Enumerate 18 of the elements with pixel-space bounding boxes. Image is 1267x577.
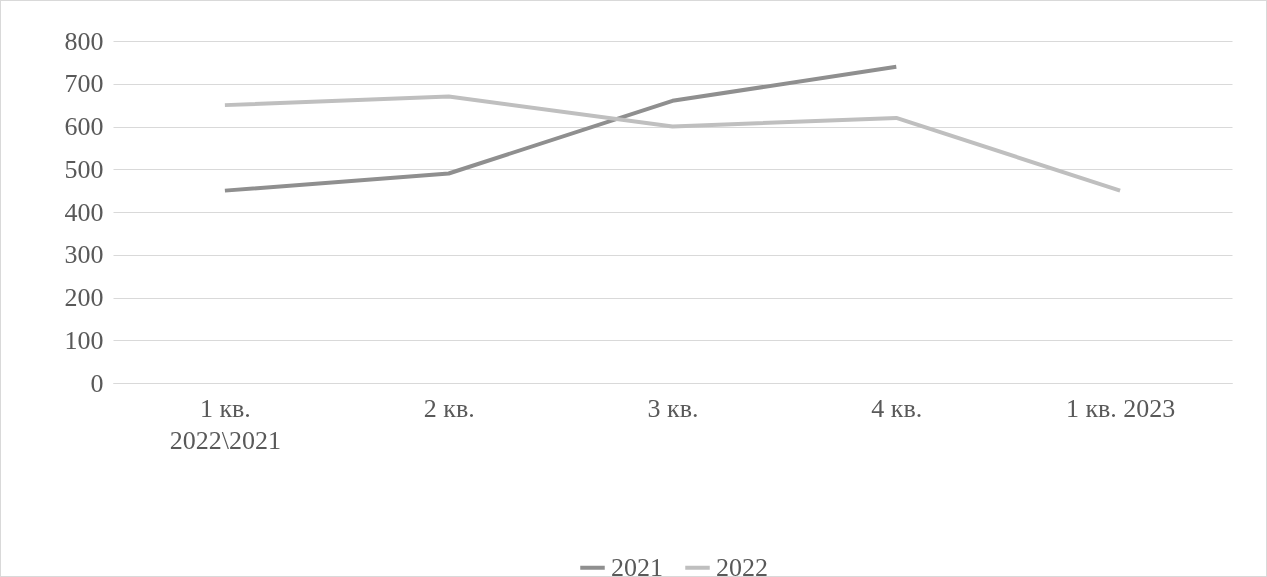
y-tick-label: 0 <box>90 368 104 398</box>
y-tick-label: 400 <box>64 197 104 227</box>
x-tick-label: 4 кв. <box>871 393 923 423</box>
y-tick-label: 700 <box>64 69 104 99</box>
legend-label: 2022 <box>716 552 768 577</box>
legend-label: 2021 <box>611 552 663 577</box>
line-series <box>222 64 899 193</box>
y-tick-label: 200 <box>64 283 104 312</box>
x-tick-label: 1 кв. 2023 <box>1065 393 1176 423</box>
y-tick-label: 100 <box>64 325 104 355</box>
y-tick-label: 600 <box>64 112 104 141</box>
x-tick-label: 2 кв. <box>423 393 475 423</box>
y-tick-label: 300 <box>64 240 104 270</box>
y-tick-label: 800 <box>64 26 104 56</box>
x-tick-label: 1 кв. 2022\2021 <box>169 393 282 455</box>
x-tick-label: 3 кв. <box>647 393 699 423</box>
line-series <box>222 94 1123 193</box>
y-tick-label: 500 <box>64 154 104 184</box>
